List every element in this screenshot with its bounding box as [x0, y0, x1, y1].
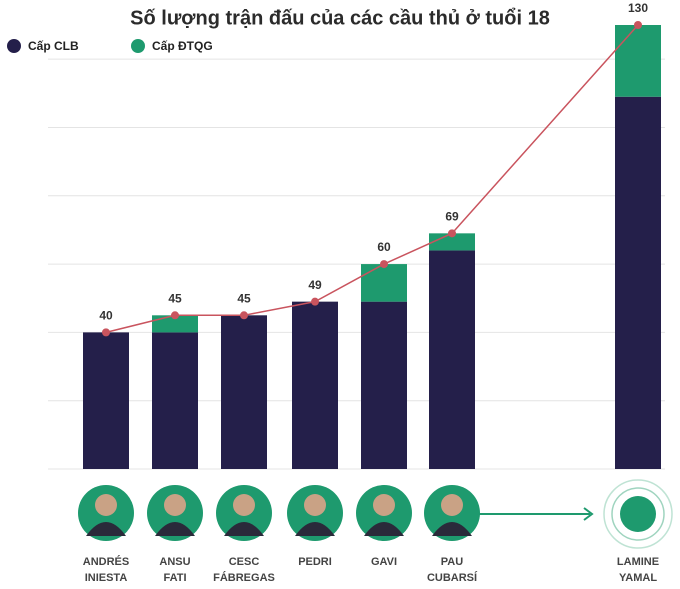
x-tick-label: GAVI — [371, 556, 397, 568]
value-label: 49 — [308, 278, 322, 292]
x-tick-label: ANSU — [159, 556, 190, 568]
player-head — [95, 494, 117, 516]
bar-segment — [152, 315, 198, 333]
x-tick-label: FÁBREGAS — [213, 571, 275, 584]
value-label: 69 — [445, 210, 459, 224]
total-point — [171, 311, 179, 320]
legend-swatch — [131, 39, 145, 53]
value-label: 45 — [168, 291, 182, 305]
player-head — [233, 494, 255, 516]
player-head — [441, 494, 463, 516]
bar-segment — [152, 332, 198, 469]
player-body — [155, 522, 195, 536]
x-tick-label: ANDRÉS — [83, 555, 129, 568]
x-tick-label: YAMAL — [619, 572, 657, 584]
total-point — [380, 260, 388, 269]
total-point — [240, 311, 248, 320]
bar-segment — [615, 96, 661, 469]
target-dot — [620, 496, 656, 532]
x-tick-label: PAU — [441, 556, 463, 568]
legend-label: Cấp ĐTQG — [152, 39, 213, 53]
total-point — [634, 21, 642, 29]
total-point — [311, 297, 319, 306]
value-label: 130 — [628, 1, 648, 15]
legend-label: Cấp CLB — [28, 39, 79, 53]
bar-segment — [361, 301, 407, 469]
player-head — [373, 494, 395, 516]
player-head — [164, 494, 186, 516]
player-body — [295, 522, 335, 536]
legend-swatch — [7, 39, 21, 53]
value-label: 40 — [99, 309, 113, 323]
total-point — [448, 229, 456, 238]
bar-segment — [83, 332, 129, 469]
bar-segment — [429, 233, 475, 251]
target-ring — [611, 487, 665, 541]
player-head — [304, 494, 326, 516]
bar-segment — [361, 264, 407, 302]
value-label: 60 — [377, 240, 391, 254]
bar-segment — [615, 25, 661, 97]
x-tick-label: PEDRI — [298, 556, 332, 568]
x-tick-label: CESC — [229, 556, 260, 568]
target-ring — [603, 479, 673, 549]
bar-segment — [292, 301, 338, 469]
total-point — [102, 328, 110, 337]
bar-segment — [429, 250, 475, 469]
player-body — [86, 522, 126, 536]
player-photos — [78, 485, 480, 541]
player-body — [432, 522, 472, 536]
player-body — [224, 522, 264, 536]
x-tick-label: CUBARSÍ — [427, 571, 478, 584]
value-label: 45 — [237, 291, 251, 305]
bar-segment — [221, 315, 267, 469]
x-tick-label: FATI — [163, 572, 186, 584]
x-tick-label: LAMINE — [617, 556, 659, 568]
player-body — [364, 522, 404, 536]
x-tick-label: INIESTA — [85, 572, 128, 584]
chart-title: Số lượng trận đấu của các cầu thủ ở tuổi… — [130, 7, 550, 29]
arrow-head — [583, 507, 594, 521]
